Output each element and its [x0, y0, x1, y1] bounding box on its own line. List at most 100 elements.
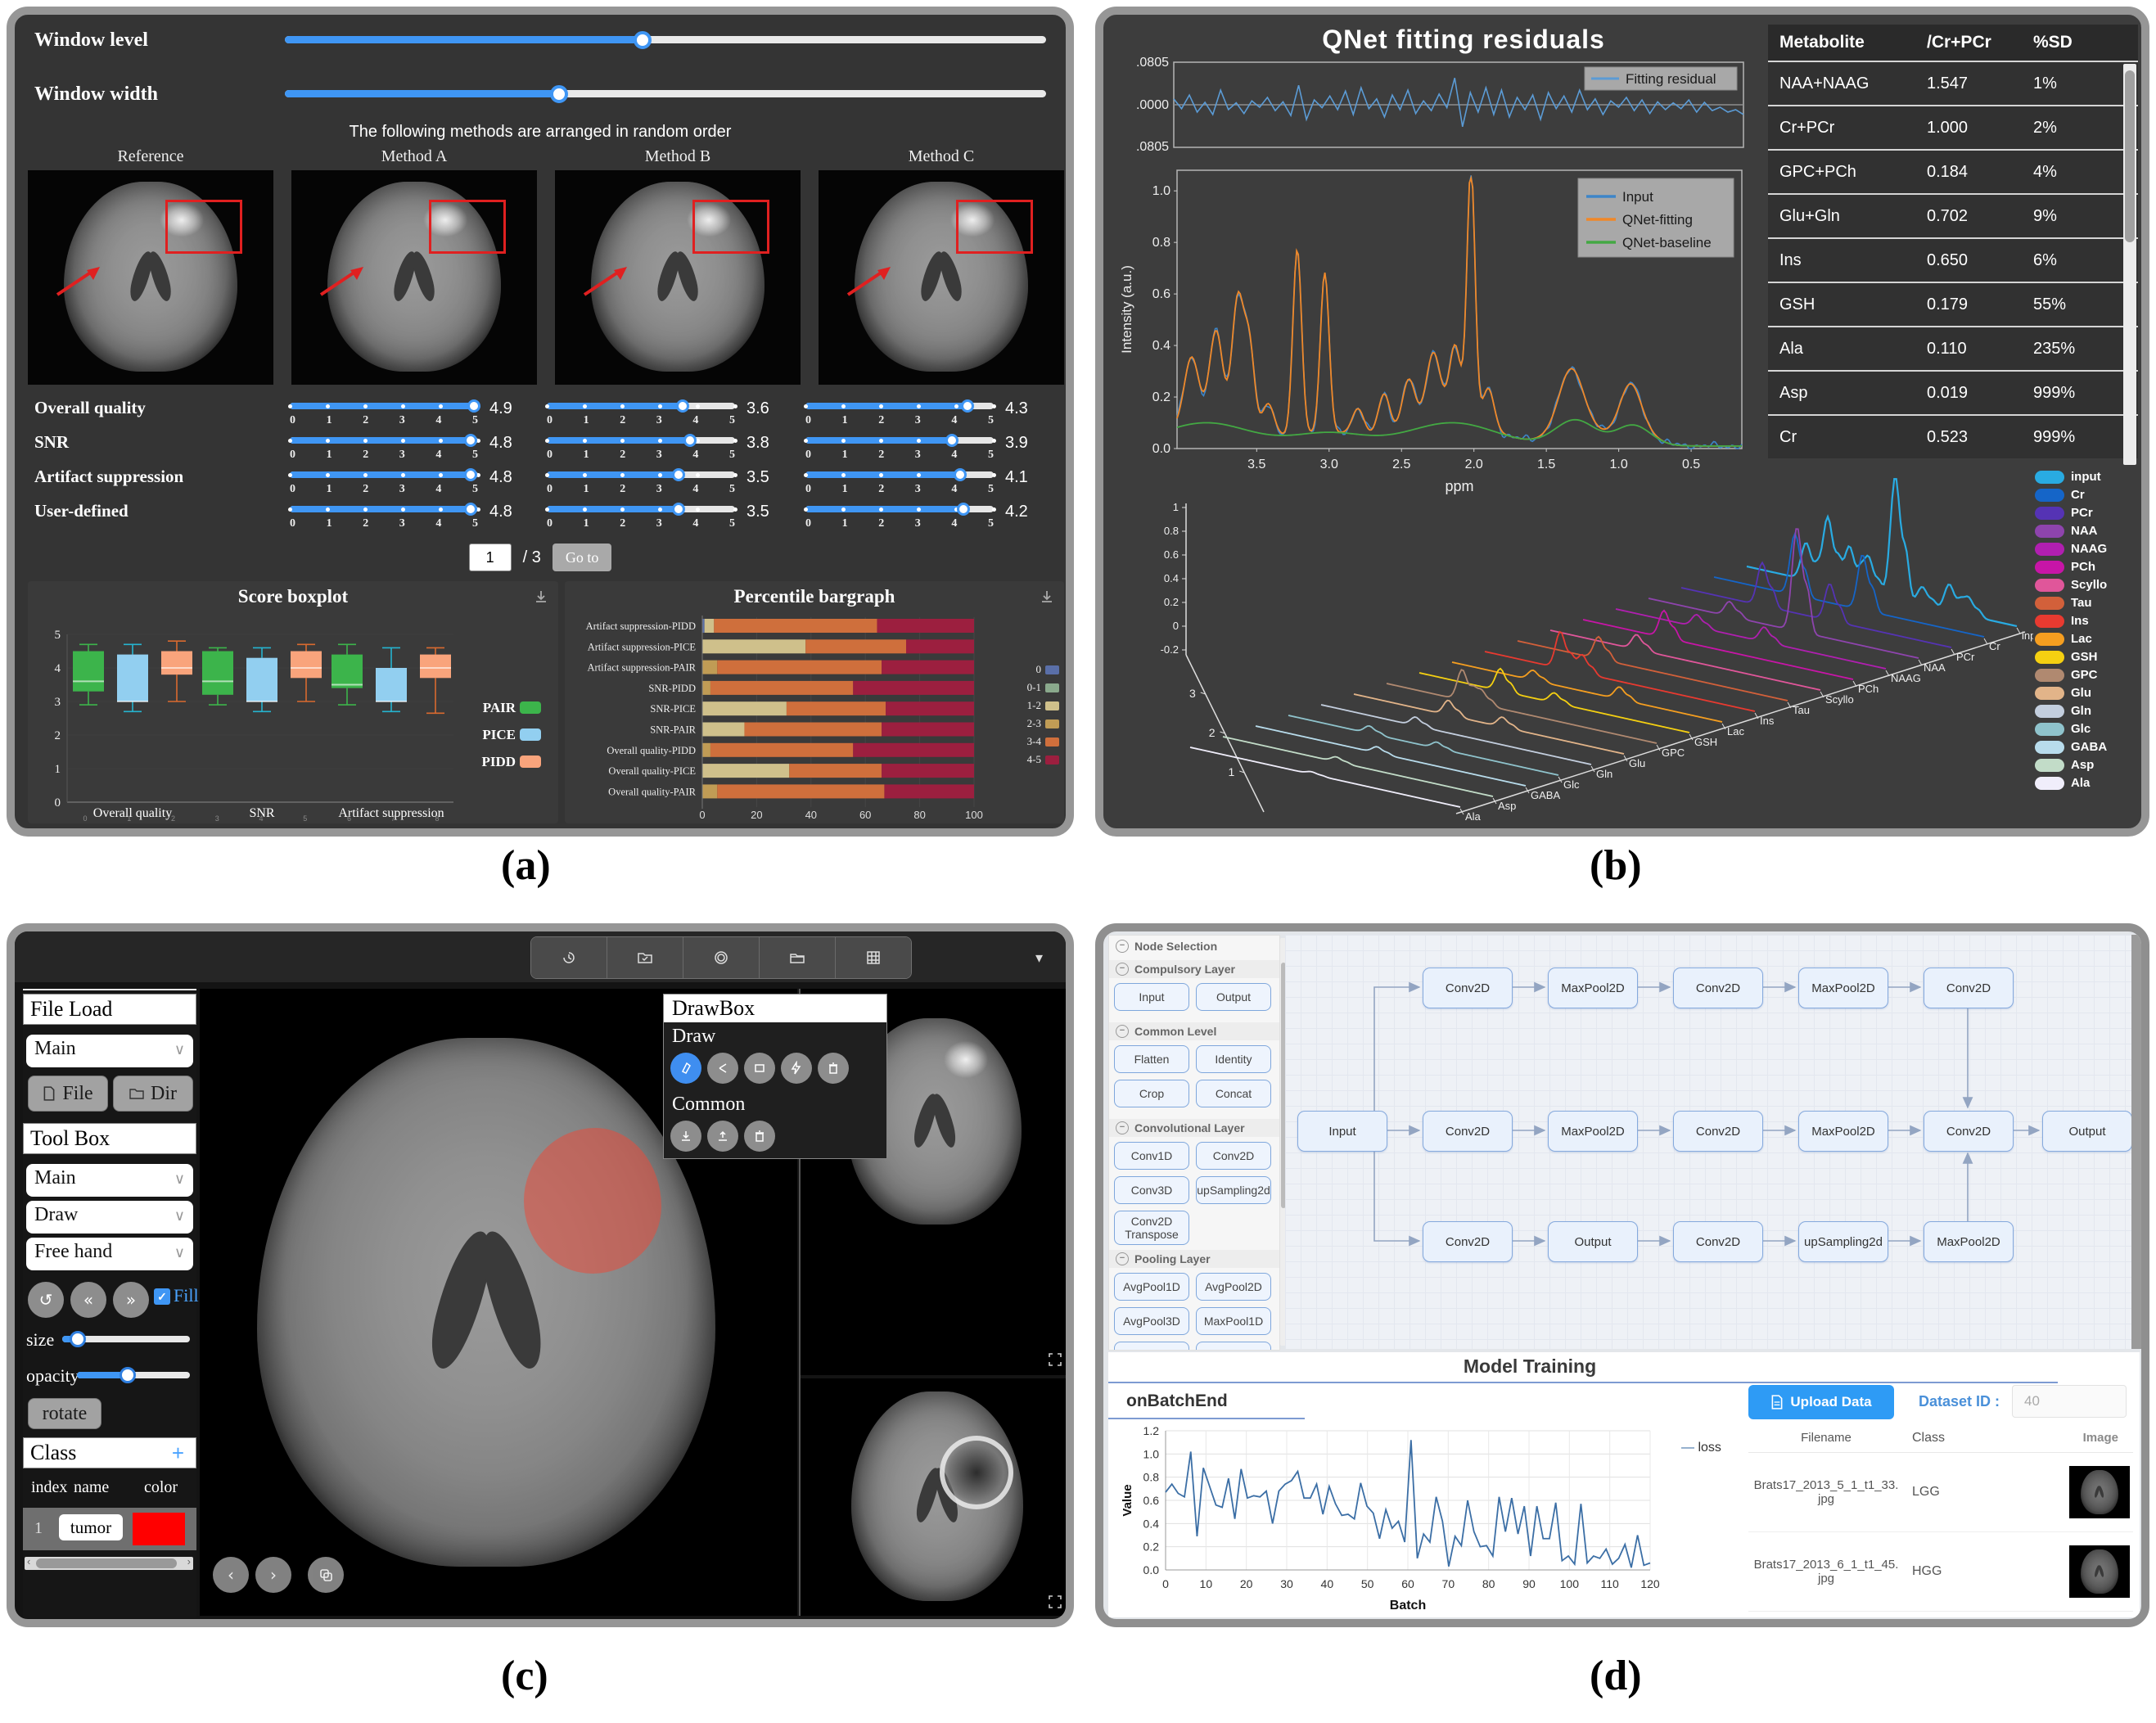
drawbox-trash-button[interactable]	[818, 1053, 849, 1084]
undo-button[interactable]: ↺	[28, 1282, 64, 1318]
goto-button[interactable]: Go to	[552, 544, 612, 571]
mri-image[interactable]	[555, 170, 801, 385]
expand-icon[interactable]	[1048, 1594, 1062, 1609]
slider-handle[interactable]	[463, 503, 477, 516]
graph-node-conv2d[interactable]: Conv2D	[1673, 1111, 1763, 1152]
expand-icon[interactable]	[1048, 1352, 1062, 1367]
file-load-dropdown[interactable]: Main ∨	[26, 1035, 193, 1067]
layer-button-maxpool2d[interactable]: MaxPool2D	[1114, 1342, 1189, 1350]
drawbox-upload-button[interactable]	[707, 1121, 738, 1152]
slider-handle[interactable]	[953, 468, 967, 481]
size-slider[interactable]	[62, 1331, 190, 1347]
download-icon[interactable]	[534, 589, 548, 604]
next-slice-button[interactable]: ›	[255, 1557, 291, 1593]
fill-checkbox[interactable]: ✓	[154, 1288, 170, 1305]
slider-handle[interactable]	[463, 434, 477, 447]
graph-node-conv2d[interactable]: Conv2D	[1924, 1111, 2014, 1152]
step-forward-button[interactable]: »	[113, 1282, 149, 1318]
class-table-scrollbar[interactable]: ‹ ›	[25, 1555, 193, 1570]
table-row[interactable]: Ala 0.110 235%	[1768, 326, 2138, 370]
window-width-slider[interactable]	[285, 84, 1046, 103]
slider-handle[interactable]	[120, 1367, 137, 1383]
drawbox-lightning-button[interactable]	[781, 1053, 812, 1084]
copy-button[interactable]	[308, 1557, 344, 1593]
graph-node-conv2d[interactable]: Conv2D	[1924, 967, 2014, 1008]
canvas-scrollbar[interactable]	[2131, 935, 2141, 1349]
slider-handle[interactable]	[960, 399, 974, 413]
graph-node-conv2d[interactable]: Conv2D	[1423, 967, 1513, 1008]
drawbox-brush-button[interactable]	[670, 1053, 701, 1084]
slider-handle[interactable]	[467, 399, 481, 413]
graph-node-maxpool2d[interactable]: MaxPool2D	[1798, 1111, 1888, 1152]
layer-button-conv3d[interactable]: Conv3D	[1114, 1176, 1189, 1204]
tab-onbatchend[interactable]: onBatchEnd	[1126, 1391, 1228, 1410]
graph-node-output[interactable]: Output	[1548, 1221, 1638, 1262]
window-level-slider[interactable]	[285, 30, 1046, 49]
layer-button-avgpool3d[interactable]: AvgPool3D	[1114, 1307, 1189, 1335]
drawbox-rectangle-button[interactable]	[744, 1053, 775, 1084]
layer-button-flatten[interactable]: Flatten	[1114, 1045, 1189, 1073]
table-row[interactable]: GPC+PCh 0.184 4%	[1768, 149, 2138, 193]
drawbox-trash-button[interactable]	[744, 1121, 775, 1152]
file-row[interactable]: Brats17_2013_5_1_t1_33.jpg LGG	[1748, 1453, 2133, 1532]
table-row[interactable]: Asp 0.019 999%	[1768, 370, 2138, 414]
layer-button-avgpool1d[interactable]: AvgPool1D	[1114, 1273, 1189, 1301]
scroll-thumb[interactable]	[36, 1558, 177, 1568]
graph-node-maxpool2d[interactable]: MaxPool2D	[1548, 1111, 1638, 1152]
download-icon[interactable]	[1040, 589, 1054, 604]
sidebar-scrollbar[interactable]	[1280, 938, 1287, 1346]
mri-image[interactable]	[28, 170, 273, 385]
slider-handle[interactable]	[549, 84, 568, 103]
graph-node-input[interactable]: Input	[1297, 1111, 1387, 1152]
layer-button-avgpool2d[interactable]: AvgPool2D	[1196, 1273, 1271, 1301]
collapse-icon[interactable]: −	[1116, 1121, 1129, 1134]
slider-handle[interactable]	[672, 468, 685, 481]
graph-node-conv2d[interactable]: Conv2D	[1423, 1221, 1513, 1262]
toolbar-button-history[interactable]	[531, 937, 607, 978]
layer-button-maxpool3d[interactable]: MaxPool3D	[1196, 1342, 1271, 1350]
dataset-id-input[interactable]	[2012, 1385, 2127, 1418]
upload-data-button[interactable]: Upload Data	[1748, 1385, 1894, 1419]
slider-handle[interactable]	[675, 399, 689, 413]
layer-button-crop[interactable]: Crop	[1114, 1080, 1189, 1107]
drawbox-download-button[interactable]	[670, 1121, 701, 1152]
layer-button-identity[interactable]: Identity	[1196, 1045, 1271, 1073]
prev-slice-button[interactable]: ‹	[213, 1557, 249, 1593]
class-name-input[interactable]: tumor	[59, 1514, 123, 1540]
toolbar-button-aperture[interactable]	[683, 937, 760, 978]
toolbox-dropdown-main[interactable]: Main ∨	[26, 1164, 193, 1197]
table-scrollbar[interactable]	[2123, 64, 2136, 465]
table-row[interactable]: Cr 0.523 999%	[1768, 414, 2138, 458]
toolbar-button-folder-open[interactable]	[760, 937, 836, 978]
collapse-icon[interactable]: −	[1116, 940, 1129, 953]
slider-handle[interactable]	[634, 30, 652, 49]
layer-button-upsampling2d[interactable]: upSampling2d	[1196, 1176, 1271, 1204]
graph-node-maxpool2d[interactable]: MaxPool2D	[1798, 967, 1888, 1008]
toolbox-dropdown-free-hand[interactable]: Free hand ∨	[26, 1238, 193, 1270]
layer-button-conv2d[interactable]: Conv2D	[1196, 1142, 1271, 1170]
mri-image[interactable]	[291, 170, 537, 385]
toolbar-button-grid[interactable]	[836, 937, 911, 978]
add-class-button[interactable]: +	[171, 1441, 184, 1465]
slider-handle[interactable]	[672, 503, 685, 516]
graph-node-output[interactable]: Output	[2042, 1111, 2132, 1152]
drawbox-share-button[interactable]	[707, 1053, 738, 1084]
toolbar-button-folder-check[interactable]	[607, 937, 683, 978]
toolbox-dropdown-draw[interactable]: Draw ∨	[26, 1201, 193, 1234]
table-row[interactable]: GSH 0.179 55%	[1768, 282, 2138, 326]
graph-node-maxpool2d[interactable]: MaxPool2D	[1548, 967, 1638, 1008]
graph-node-upsampling2d[interactable]: upSampling2d	[1798, 1221, 1888, 1262]
layer-button-conv2d-transpose[interactable]: Conv2D Transpose	[1114, 1211, 1189, 1245]
collapse-icon[interactable]: −	[1116, 1025, 1129, 1038]
opacity-slider[interactable]	[77, 1367, 190, 1383]
class-color-swatch[interactable]	[133, 1513, 185, 1545]
file-row[interactable]: Brats17_2013_6_1_t1_45.jpg HGG	[1748, 1532, 2133, 1612]
collapse-icon[interactable]: −	[1116, 963, 1129, 976]
collapse-icon[interactable]: −	[1116, 1252, 1129, 1265]
step-back-button[interactable]: «	[70, 1282, 106, 1318]
rotate-button[interactable]: rotate	[28, 1398, 101, 1429]
slider-handle[interactable]	[945, 434, 959, 447]
layer-button-concat[interactable]: Concat	[1196, 1080, 1271, 1107]
layer-button-output[interactable]: Output	[1196, 983, 1271, 1011]
file-button[interactable]: File	[28, 1076, 108, 1112]
